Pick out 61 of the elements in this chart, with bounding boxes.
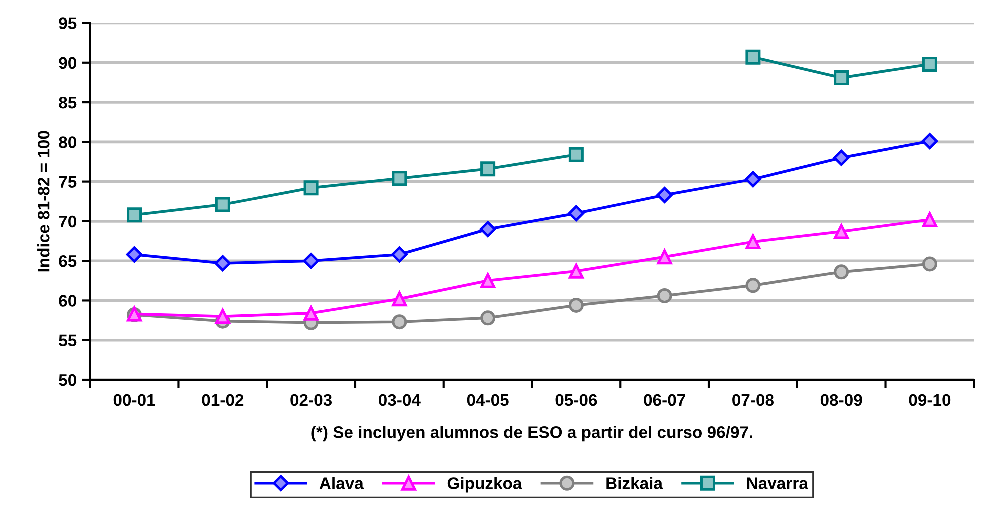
- point: [922, 133, 938, 150]
- y-tick-label: 90: [59, 57, 76, 70]
- point: [746, 234, 761, 250]
- point: [834, 264, 850, 280]
- y-tick-label: 50: [59, 374, 76, 386]
- point: [746, 50, 761, 65]
- y-tick-label: 55: [59, 334, 77, 347]
- point: [834, 224, 850, 240]
- y-tick-label: 65: [59, 255, 77, 268]
- legend-label: Alava: [320, 477, 364, 490]
- point: [745, 171, 762, 188]
- x-tick-label: 06-07: [644, 394, 686, 406]
- point: [568, 147, 584, 162]
- point: [568, 264, 584, 279]
- point: [657, 288, 672, 304]
- point: [922, 212, 938, 228]
- legend-label: Navarra: [747, 478, 809, 490]
- point: [392, 314, 408, 330]
- point: [922, 256, 938, 272]
- point: [568, 298, 584, 313]
- point: [480, 162, 496, 177]
- y-tick-label: 95: [59, 18, 77, 30]
- x-tick-label: 07-08: [732, 394, 774, 406]
- point: [215, 309, 230, 324]
- point: [303, 252, 320, 270]
- y-tick-label: 80: [59, 136, 76, 148]
- point: [480, 310, 496, 326]
- x-tick-label: 04-05: [467, 394, 509, 406]
- point: [392, 171, 408, 186]
- point: [304, 306, 319, 321]
- x-tick-label: 05-06: [556, 394, 598, 406]
- y-tick-label: 75: [59, 176, 77, 188]
- point: [392, 292, 408, 307]
- point: [568, 205, 585, 222]
- point: [127, 208, 142, 223]
- point: [657, 250, 672, 265]
- x-tick-label: 02-03: [290, 394, 332, 406]
- point: [214, 255, 232, 272]
- x-tick-label: 00-01: [114, 394, 156, 406]
- x-tick-label: 03-04: [379, 394, 421, 406]
- x-tick-label: 01-02: [202, 394, 244, 406]
- legend-label: Bizkaia: [606, 477, 664, 490]
- point: [480, 273, 496, 288]
- y-tick-label: 70: [59, 216, 76, 228]
- point: [126, 246, 143, 263]
- point: [834, 70, 850, 86]
- y-tick-label: 85: [59, 96, 77, 109]
- legend-label: Gipuzkoa: [448, 477, 522, 493]
- x-tick-label: 09-10: [909, 394, 951, 406]
- x-axis-title: (*) Se incluyen alumnos de ESO a partir del curso 96/97.: [312, 426, 752, 442]
- y-tick-label: 60: [59, 295, 76, 307]
- point: [215, 197, 230, 212]
- point: [656, 187, 673, 204]
- point: [392, 246, 408, 263]
- point: [304, 180, 319, 196]
- point: [833, 150, 850, 166]
- point: [746, 278, 761, 294]
- point: [480, 221, 496, 238]
- x-tick-label: 08-09: [820, 394, 862, 406]
- point: [922, 56, 938, 72]
- y-axis-title: Indice 81-82 = 100: [38, 131, 50, 272]
